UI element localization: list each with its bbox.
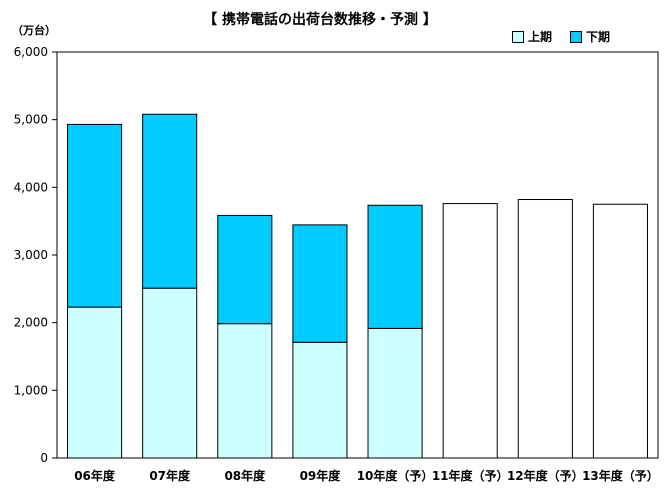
bar-total-forecast (592, 203, 648, 459)
bar-first-half (367, 327, 423, 459)
y-tick-label: 3,000 (14, 248, 48, 262)
legend-item-first-half: 上期 (512, 28, 552, 45)
bar-total-forecast (517, 199, 573, 459)
bar-total-forecast (442, 203, 498, 459)
legend: 上期 下期 (512, 28, 610, 45)
x-tick-label: 09年度 (300, 468, 342, 483)
y-tick-label: 4,000 (14, 180, 48, 194)
y-axis-unit-label: （万台） (12, 24, 56, 37)
x-tick-label: 11年度（予） (432, 468, 509, 483)
legend-label-first-half: 上期 (528, 30, 553, 44)
y-tick-label: 2,000 (14, 316, 48, 330)
chart-title: 【 携帯電話の出荷台数推移・予測 】 (203, 12, 437, 28)
legend-swatch-second-half (570, 30, 583, 43)
legend-label-second-half: 下期 (586, 30, 611, 44)
bar-second-half (367, 204, 423, 329)
y-tick-label: 0 (40, 451, 48, 465)
x-tick-label: 12年度（予） (507, 468, 584, 483)
legend-item-second-half: 下期 (570, 28, 610, 45)
x-tick-label: 06年度 (74, 468, 116, 483)
bar-second-half (142, 113, 198, 289)
bar-second-half (292, 224, 348, 343)
x-tick-label: 13年度（予） (582, 468, 659, 483)
y-tick-label: 5,000 (14, 113, 48, 127)
legend-swatch-first-half (512, 30, 524, 43)
y-tick-label: 6,000 (14, 45, 48, 59)
y-tick-label: 1,000 (14, 383, 48, 397)
x-tick-label: 07年度 (149, 468, 191, 483)
x-tick-label: 10年度（予） (357, 468, 434, 483)
bar-first-half (292, 341, 348, 459)
bar-first-half (67, 306, 123, 459)
bar-second-half (217, 214, 273, 325)
bar-first-half (142, 287, 198, 459)
bar-second-half (67, 123, 123, 308)
x-tick-label: 08年度 (224, 468, 266, 483)
bar-first-half (217, 323, 273, 459)
